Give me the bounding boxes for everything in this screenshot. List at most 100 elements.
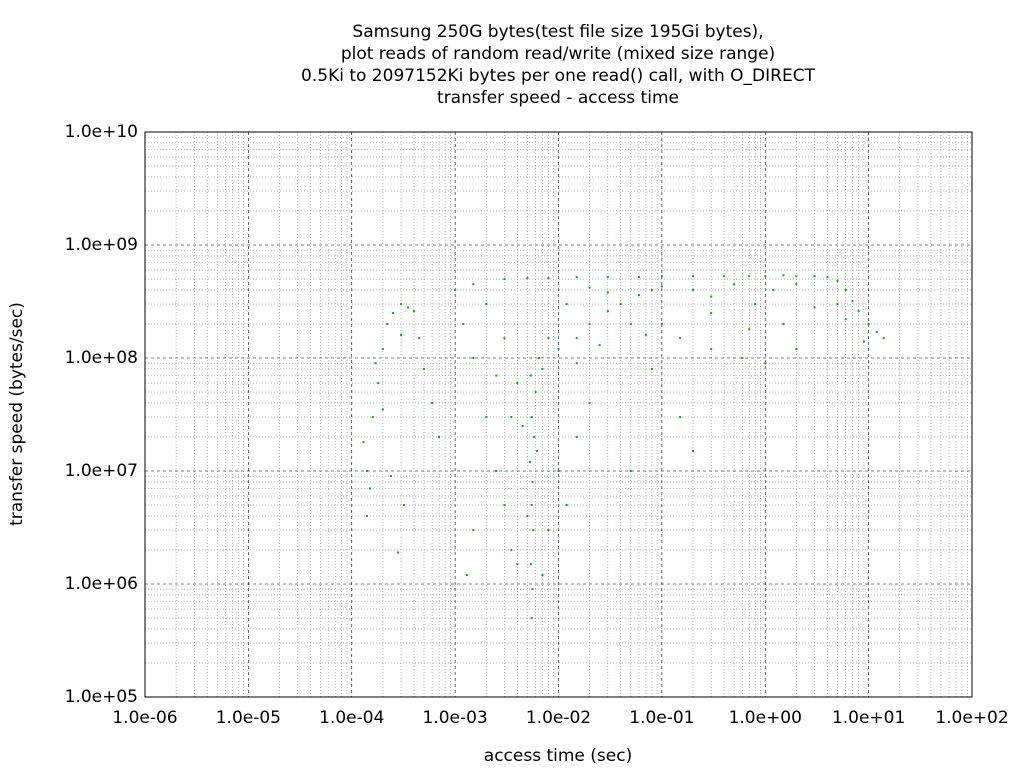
x-tick-label: 1.0e-01 (629, 708, 694, 728)
y-tick-label: 1.0e+10 (65, 122, 138, 142)
point (679, 337, 682, 340)
x-tick-label: 1.0e-03 (422, 708, 487, 728)
point (381, 408, 384, 411)
point (521, 425, 524, 428)
point (637, 276, 640, 279)
point (619, 303, 622, 306)
point (844, 288, 847, 291)
y-axis-label: transfer speed (bytes/sec) (7, 302, 27, 526)
y-tick-label: 1.0e+06 (65, 574, 138, 594)
point (531, 588, 534, 591)
point (557, 348, 560, 351)
point (495, 470, 498, 472)
point (472, 529, 475, 532)
point (365, 514, 368, 517)
point (606, 291, 609, 294)
point (510, 548, 513, 551)
point (795, 275, 798, 278)
point (795, 348, 798, 351)
point (538, 357, 541, 359)
point (826, 276, 829, 279)
x-axis-label: access time (sec) (484, 746, 632, 766)
point (650, 288, 653, 291)
point (503, 278, 506, 281)
point (400, 303, 403, 306)
point (772, 288, 775, 291)
point (710, 295, 713, 298)
point (660, 285, 663, 288)
point (528, 461, 531, 464)
plot-border (144, 131, 973, 698)
point (844, 318, 847, 321)
point (406, 306, 409, 309)
point (472, 283, 475, 286)
point (644, 333, 647, 336)
point (462, 322, 465, 325)
points (362, 274, 885, 620)
x-tick-label: 1.0e-02 (526, 708, 591, 728)
point (691, 288, 694, 291)
point (412, 310, 415, 313)
point (782, 274, 785, 277)
point (565, 504, 568, 507)
point (857, 310, 860, 313)
point (660, 275, 663, 278)
point (575, 362, 578, 365)
point (526, 514, 529, 517)
x-tick-label: 1.0e-06 (112, 708, 177, 728)
point (534, 391, 537, 394)
point (606, 276, 609, 279)
point (533, 435, 536, 438)
point (374, 362, 377, 365)
point (454, 288, 457, 291)
y-tick-label: 1.0e+08 (65, 348, 138, 368)
grid (144, 131, 973, 698)
y-tick-label: 1.0e+07 (65, 461, 138, 481)
point (516, 382, 519, 385)
point (536, 450, 539, 453)
point (362, 441, 365, 444)
point (529, 563, 532, 566)
point (723, 275, 726, 278)
point (526, 277, 529, 280)
x-tick-label: 1.0e+00 (729, 708, 802, 728)
point (530, 416, 533, 419)
x-tick-label: 1.0e+02 (935, 708, 1008, 728)
point (598, 344, 601, 347)
point (764, 362, 767, 365)
point (541, 574, 544, 577)
point (813, 275, 816, 278)
point (606, 310, 609, 313)
point (862, 340, 865, 343)
x-tick-label: 1.0e-05 (216, 708, 281, 728)
point (485, 416, 488, 419)
y-tick-label: 1.0e+05 (65, 687, 138, 707)
point (472, 357, 475, 359)
point (748, 275, 751, 278)
point (882, 337, 885, 340)
chart-title: transfer speed - access time (437, 88, 679, 108)
point (754, 303, 757, 306)
point (782, 322, 785, 325)
point (391, 312, 394, 315)
point (386, 322, 389, 325)
point (510, 416, 513, 419)
point (503, 337, 506, 340)
point (691, 450, 694, 453)
point (400, 333, 403, 336)
chart-title: plot reads of random read/write (mixed s… (341, 44, 775, 64)
point (660, 322, 663, 325)
x-tick-label: 1.0e-04 (319, 708, 384, 728)
point (588, 401, 591, 404)
point (710, 348, 713, 351)
point (390, 475, 393, 478)
point (465, 574, 468, 577)
point (691, 275, 694, 278)
point (377, 382, 380, 385)
point (679, 416, 682, 419)
point (851, 299, 854, 302)
point (875, 330, 878, 333)
point (402, 504, 405, 507)
